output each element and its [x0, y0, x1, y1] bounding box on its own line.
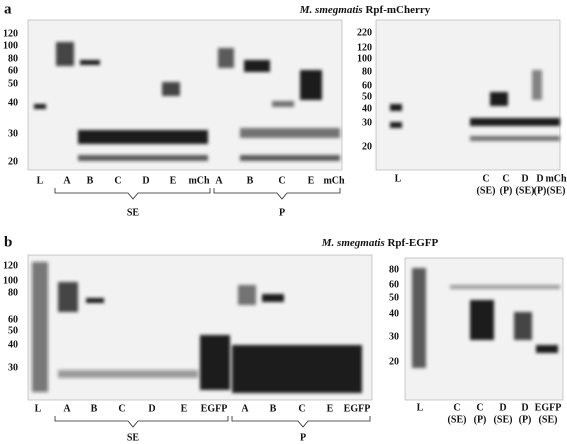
lane-label: (SE) — [477, 185, 496, 196]
bands-b-left — [32, 262, 362, 393]
title-rest: Rpf-EGFP — [387, 237, 438, 249]
marker-label: 100 — [357, 53, 372, 64]
lane-label: L — [395, 173, 402, 184]
lane-label: D — [142, 175, 149, 186]
lane-label: C — [278, 175, 285, 186]
lane-label: C — [298, 403, 305, 414]
lane-label: L — [37, 175, 44, 186]
lane-label: (P) — [474, 414, 487, 425]
lane-label: C — [118, 403, 125, 414]
panel-letter: b — [4, 234, 12, 250]
lane-label: mCh — [545, 173, 567, 184]
lane-label: D — [148, 403, 155, 414]
lane-label: mCh — [323, 175, 345, 186]
marker-label: 30 — [8, 362, 18, 373]
marker-label: 100 — [3, 275, 18, 286]
lane-label: C — [453, 402, 460, 413]
bands-a-right — [390, 70, 560, 141]
marker-label: 220 — [357, 27, 372, 38]
group-brace — [213, 188, 341, 200]
marker-label: 80 — [389, 264, 399, 275]
group-label: P — [300, 432, 306, 443]
group-brace — [54, 416, 229, 428]
lane-label: (P) — [534, 185, 547, 196]
lane-label: L — [417, 402, 424, 413]
lane-label: C — [476, 402, 483, 413]
lane-label: A — [215, 175, 223, 186]
title-rest: Rpf-mCherry — [365, 4, 430, 16]
lane-label: E — [327, 403, 334, 414]
blot-a-right — [375, 19, 561, 171]
marker-label: 40 — [8, 97, 18, 108]
panel-letter: a — [4, 1, 12, 17]
lane-label: (SE) — [516, 185, 535, 196]
marker-label: 40 — [362, 103, 372, 114]
lane-label: E — [170, 175, 177, 186]
bands-a-left — [34, 42, 340, 161]
lane-label: B — [247, 175, 254, 186]
group-label: P — [279, 207, 285, 218]
lane-label: D — [521, 402, 528, 413]
marker-label: 20 — [362, 141, 372, 152]
marker-label: 60 — [362, 80, 372, 91]
group-brace — [231, 416, 371, 428]
marker-label: 120 — [3, 28, 18, 39]
marker-label: 120 — [3, 260, 18, 271]
lane-label: (SE) — [539, 414, 558, 425]
lane-label: (SE) — [448, 414, 467, 425]
marker-label: 60 — [389, 279, 399, 290]
lane-label: D — [499, 402, 506, 413]
lane-label: D — [536, 173, 543, 184]
marker-label: 60 — [8, 65, 18, 76]
lane-label: B — [87, 175, 94, 186]
panel-title: M. smegmatis Rpf-mCherry — [299, 4, 431, 16]
lane-label: (SE) — [494, 414, 513, 425]
bands-b-right — [412, 268, 560, 368]
marker-label: 30 — [389, 331, 399, 342]
lane-label: (P) — [519, 414, 532, 425]
lane-label: C — [114, 175, 121, 186]
lane-label: EGFP — [535, 402, 562, 413]
group-label: SE — [127, 207, 140, 218]
marker-label: 40 — [389, 308, 399, 319]
marker-label: 50 — [362, 91, 372, 102]
marker-label: 40 — [8, 339, 18, 350]
lane-label: A — [63, 175, 71, 186]
marker-label: 120 — [357, 42, 372, 53]
lane-label: (SE) — [547, 185, 566, 196]
title-italic: M. smegmatis — [321, 237, 385, 249]
lane-label: (P) — [500, 185, 513, 196]
lane-label: C — [502, 173, 509, 184]
title-italic: M. smegmatis — [299, 4, 363, 16]
marker-label: 80 — [8, 287, 18, 298]
lane-label: A — [63, 403, 71, 414]
marker-label: 60 — [8, 314, 18, 325]
marker-label: 80 — [362, 66, 372, 77]
marker-label: 30 — [8, 128, 18, 139]
lane-label: C — [482, 173, 489, 184]
marker-label: 20 — [389, 356, 399, 367]
lane-label: mCh — [188, 175, 210, 186]
blot-a-left — [27, 19, 343, 171]
group-label: SE — [127, 432, 140, 443]
marker-label: 50 — [8, 325, 18, 336]
lane-label: E — [181, 403, 188, 414]
lane-label: E — [308, 175, 315, 186]
lane-label: EGFP — [344, 403, 371, 414]
marker-label: 50 — [389, 292, 399, 303]
lane-label: D — [521, 173, 528, 184]
lane-label: B — [91, 403, 98, 414]
lane-label: B — [270, 403, 277, 414]
lane-label: EGFP — [201, 403, 228, 414]
marker-label: 30 — [362, 117, 372, 128]
lane-label: L — [35, 403, 42, 414]
marker-label: 100 — [3, 40, 18, 51]
marker-label: 50 — [8, 78, 18, 89]
marker-label: 20 — [8, 156, 18, 167]
group-brace — [54, 188, 211, 200]
lane-label: A — [241, 403, 249, 414]
marker-label: 80 — [8, 53, 18, 64]
panel-title: M. smegmatis Rpf-EGFP — [321, 237, 439, 249]
